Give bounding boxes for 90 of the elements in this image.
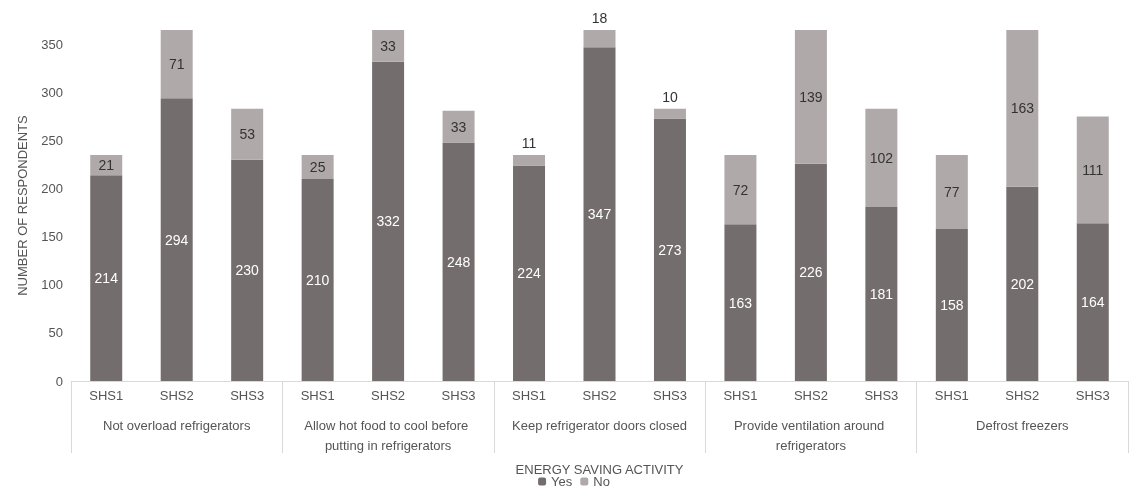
data-label: 33 [450, 118, 467, 135]
data-label: 102 [869, 149, 894, 166]
data-label: 332 [376, 213, 400, 230]
y-tick-label: 50 [48, 325, 63, 341]
data-label: 214 [94, 270, 119, 287]
text: Defrost freezers [976, 417, 1070, 433]
data-label: 163 [1010, 100, 1035, 117]
x-tick-label: SHS2 [159, 388, 194, 403]
x-tick-label: SHS1 [723, 388, 758, 403]
bar [231, 159, 264, 381]
x-tick-label: SHS3 [1075, 388, 1110, 403]
bar [583, 47, 616, 381]
x-tick-label: SHS1 [300, 388, 335, 403]
data-label: 18 [591, 10, 608, 26]
bar [90, 175, 123, 381]
bar [1076, 116, 1109, 224]
text: Keep refrigerator doors closed [512, 417, 687, 433]
y-tick-label: 350 [41, 36, 63, 52]
bar [724, 224, 757, 381]
x-tick-label: SHS1 [512, 388, 547, 403]
data-label: 71 [168, 56, 185, 73]
y-tick-label: 150 [41, 229, 63, 245]
bar [1006, 30, 1039, 187]
data-label: 11 [521, 135, 537, 152]
bar [865, 206, 898, 381]
bar [653, 118, 686, 381]
data-label: 224 [517, 265, 541, 282]
bar [653, 108, 686, 119]
x-tick-label: SHS1 [934, 388, 969, 403]
text: Allow hot food to cool before putting in refrigerators [304, 417, 472, 453]
x-tick-label: SHS3 [652, 388, 687, 403]
x-tick-label: SHS2 [582, 388, 617, 403]
x-tick-label: SHS2 [371, 388, 406, 403]
bar [372, 30, 405, 62]
x-tick-label: SHS2 [793, 388, 828, 403]
data-label: 77 [944, 184, 960, 201]
y-axis-title: NUMBER OF RESPONDENTS [15, 114, 30, 296]
x-tick-label: SHS1 [89, 388, 124, 403]
data-label: 25 [309, 159, 326, 176]
data-label: 158 [940, 297, 964, 314]
bar [442, 142, 475, 381]
data-label: 53 [239, 126, 256, 143]
data-label: 139 [799, 88, 823, 105]
bar [513, 155, 546, 166]
data-label: 164 [1081, 294, 1105, 311]
bar [160, 30, 193, 99]
data-label: 111 [1082, 161, 1104, 178]
y-tick-label: 300 [41, 85, 63, 101]
y-tick-label: 100 [41, 277, 63, 293]
bar [583, 30, 616, 48]
bar [160, 98, 193, 381]
bar [231, 108, 264, 160]
data-label: 10 [662, 88, 678, 105]
data-label: 33 [380, 37, 397, 54]
bar [794, 163, 827, 381]
data-label: 21 [98, 157, 115, 174]
data-label: 210 [305, 272, 330, 289]
legend-label: No [593, 474, 610, 489]
bar [1076, 223, 1109, 381]
text: Provide ventilation around refrigerators [733, 417, 888, 453]
bar [442, 110, 475, 143]
x-tick-label: SHS3 [230, 388, 265, 403]
x-axis-title: ENERGY SAVING ACTIVITY [515, 462, 684, 477]
bar [865, 108, 898, 207]
bar [935, 155, 968, 230]
data-label: 202 [1010, 275, 1035, 292]
bar [372, 61, 405, 381]
y-tick-label: 250 [41, 133, 63, 149]
data-label: 226 [799, 264, 823, 281]
y-tick-label: 0 [55, 373, 63, 389]
bar [794, 30, 827, 164]
data-label: 72 [732, 181, 749, 198]
legend-label: Yes [551, 474, 573, 489]
data-label: 230 [235, 262, 260, 279]
data-label: 163 [728, 294, 753, 311]
bar [301, 179, 334, 381]
bar [513, 165, 546, 381]
text: Not overload refrigerators [103, 417, 251, 433]
data-label: 294 [165, 231, 189, 248]
data-label: 347 [587, 206, 612, 223]
x-tick-label: SHS2 [1005, 388, 1040, 403]
data-label: 273 [658, 241, 682, 258]
data-label: 181 [869, 285, 894, 302]
x-tick-label: SHS3 [864, 388, 899, 403]
x-tick-label: SHS3 [441, 388, 476, 403]
bar [935, 229, 968, 381]
data-label: 248 [446, 253, 471, 270]
bar [724, 155, 757, 225]
y-tick-label: 200 [41, 181, 63, 197]
bar [1006, 186, 1039, 381]
